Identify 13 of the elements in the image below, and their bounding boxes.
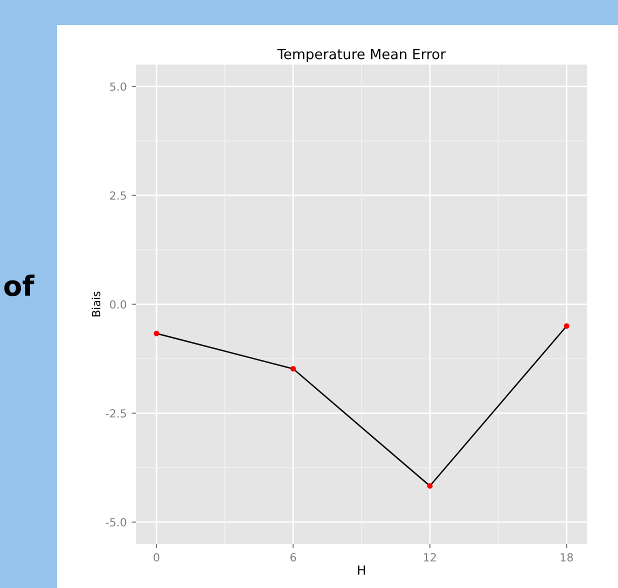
x-tick-label: 0 bbox=[154, 553, 160, 562]
x-tick-label: 6 bbox=[290, 553, 296, 562]
x-tick-label: 18 bbox=[560, 553, 573, 562]
y-tick-label: 2.5 bbox=[110, 191, 126, 200]
text: of bbox=[4, 274, 35, 296]
x-tick-label: 12 bbox=[424, 553, 436, 562]
y-tick-label: -2.5 bbox=[106, 409, 126, 418]
y-tick-label: 0.0 bbox=[110, 300, 126, 309]
y-axis-title: Biais bbox=[92, 292, 100, 316]
y-tick-label: -5.0 bbox=[106, 518, 126, 526]
chart-title: Temperature Mean Error bbox=[277, 49, 446, 62]
x-axis-title: H bbox=[358, 565, 365, 575]
y-tick-label: 5.0 bbox=[110, 82, 126, 91]
